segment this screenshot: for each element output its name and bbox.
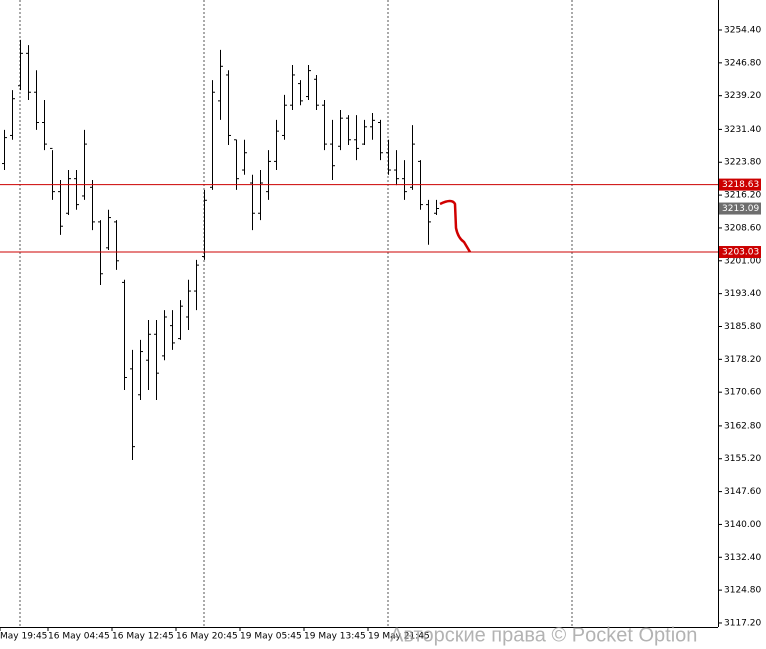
y-tick-label: 3140.00	[724, 520, 761, 530]
y-tick-label: 3170.60	[724, 388, 761, 398]
level-label: 3203.03	[722, 248, 759, 258]
watermark: Авторские права © Pocket Option	[390, 624, 697, 646]
x-tick-label: 19 May 21:45	[368, 632, 430, 642]
y-tick-label: 3254.40	[724, 25, 761, 35]
y-tick-label: 3231.40	[724, 125, 761, 135]
y-tick-label: 3178.20	[724, 355, 761, 365]
x-tick-label: 16 May 20:45	[176, 632, 238, 642]
last-price-box	[719, 202, 761, 215]
y-tick-label: 3117.20	[724, 618, 761, 628]
y-tick-label: 3193.40	[724, 289, 761, 299]
y-tick-label: 3147.60	[724, 487, 761, 497]
level-label: 3218.63	[722, 180, 759, 190]
x-tick-label: 19 May 05:45	[240, 632, 302, 642]
y-tick-label: 3162.80	[724, 421, 761, 431]
hand-drawing	[439, 199, 472, 253]
y-tick-label: 3201.00	[724, 256, 761, 266]
x-tick-label: 16 May 04:45	[48, 632, 110, 642]
y-tick-label: 3216.20	[724, 191, 761, 201]
y-tick-label: 3155.20	[724, 454, 761, 464]
y-tick-label: 3239.20	[724, 91, 761, 101]
y-tick-label: 3124.80	[724, 586, 761, 596]
x-tick-label: 19 May 13:45	[304, 632, 366, 642]
level-label-box	[719, 178, 761, 191]
day-separators	[19, 0, 573, 627]
y-tick-label: 3185.80	[724, 322, 761, 332]
x-tick-label: May 19:45	[0, 632, 47, 642]
level-label-box	[719, 246, 761, 259]
x-tick-label: 16 May 12:45	[112, 632, 174, 642]
y-tick-label: 3132.40	[724, 553, 761, 563]
y-tick-label: 3246.80	[724, 58, 761, 68]
y-tick-label: 3208.60	[724, 223, 761, 233]
y-tick-label: 3223.80	[724, 158, 761, 168]
last-price-label: 3213.09	[722, 204, 759, 214]
